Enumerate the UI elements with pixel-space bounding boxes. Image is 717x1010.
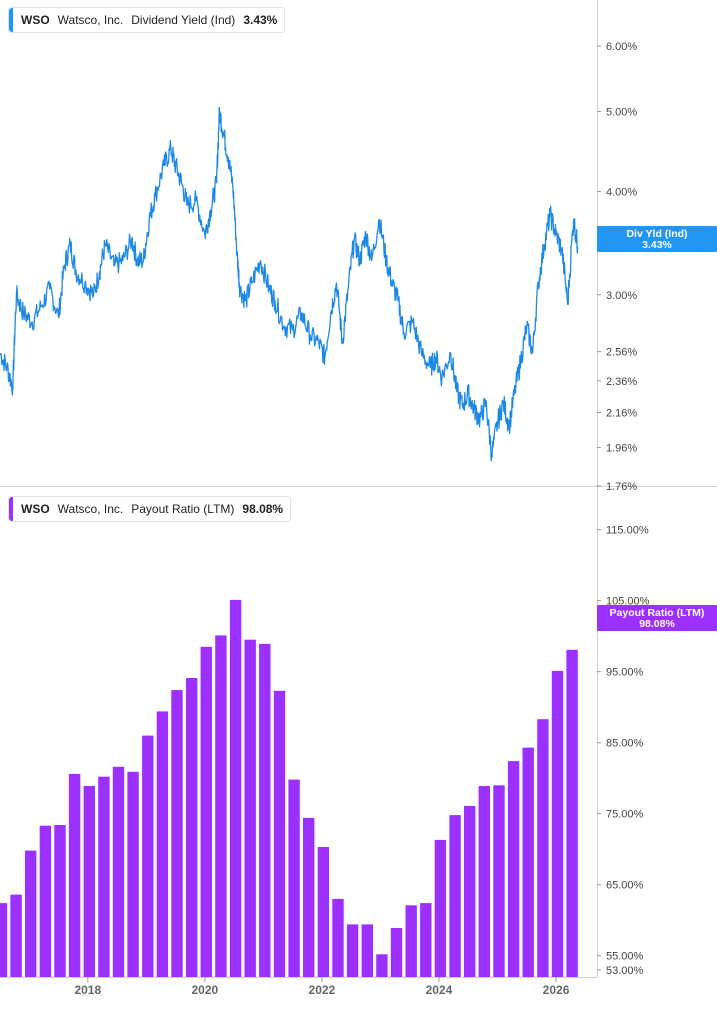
yield-legend-ticker: WSO <box>21 13 50 27</box>
yield-y-tick-label: 6.00% <box>606 41 637 53</box>
payout-value-tag-bg <box>597 605 717 631</box>
payout-bar <box>537 719 549 977</box>
payout-bar <box>361 924 373 977</box>
payout-bar <box>156 711 169 977</box>
payout-bar <box>434 839 447 977</box>
yield-tag-value: 3.43% <box>642 239 672 251</box>
yield-y-tick-label: 1.96% <box>606 442 637 454</box>
payout-bar <box>25 850 37 977</box>
payout-legend-value: 98.08% <box>242 502 284 516</box>
x-tick-label: 2018 <box>74 983 101 997</box>
payout-bar <box>186 678 198 977</box>
payout-bar <box>566 649 578 977</box>
dividend-yield-line <box>0 106 579 462</box>
payout-bar <box>420 903 432 977</box>
yield-y-tick-label: 2.16% <box>606 408 637 420</box>
payout-y-tick-label: 53.00% <box>606 965 644 977</box>
payout-bar <box>127 771 139 977</box>
payout-y-tick-label: 105.00% <box>606 596 650 608</box>
payout-tag-label: Payout Ratio (LTM) <box>610 607 705 619</box>
payout-y-tick-label: 65.00% <box>606 880 644 892</box>
payout-legend: WSO Watsco, Inc. Payout Ratio (LTM) 98.0… <box>8 496 292 522</box>
payout-bar <box>303 817 315 977</box>
payout-bar <box>390 928 403 977</box>
payout-bar <box>288 779 300 977</box>
payout-bar <box>449 815 461 977</box>
yield-y-tick-label: 1.76% <box>606 481 637 493</box>
payout-bar <box>405 905 417 977</box>
x-tick-label: 2026 <box>543 983 570 997</box>
yield-legend: WSO Watsco, Inc. Dividend Yield (Ind) 3.… <box>8 7 286 33</box>
payout-bar <box>478 786 490 977</box>
payout-bar <box>522 747 534 977</box>
yield-y-tick-label: 4.00% <box>606 187 637 199</box>
payout-bar <box>200 646 212 977</box>
payout-y-tick-label: 55.00% <box>606 951 644 963</box>
payout-bar <box>215 635 227 977</box>
yield-y-tick-label: 2.56% <box>606 347 637 359</box>
payout-legend-metric: Payout Ratio (LTM) <box>131 502 235 516</box>
yield-legend-company: Watsco, Inc. <box>57 13 124 27</box>
payout-bar <box>229 599 242 977</box>
payout-bar <box>317 847 330 977</box>
yield-value-tag-bg <box>597 226 717 252</box>
payout-y-tick-label: 85.00% <box>606 738 644 750</box>
payout-bar <box>171 690 183 977</box>
yield-line-layer <box>0 106 579 462</box>
payout-bar <box>54 825 66 977</box>
yield-tag-label: Div Yld (Ind) <box>626 228 687 240</box>
payout-bar <box>68 773 81 977</box>
payout-bar <box>83 786 95 977</box>
payout-bar <box>98 776 110 977</box>
payout-bar <box>551 670 564 977</box>
value-tag-layer: Div Yld (Ind) 3.43% Payout Ratio (LTM) 9… <box>597 226 717 631</box>
payout-bar <box>0 903 8 977</box>
payout-bar <box>259 643 271 977</box>
yield-legend-swatch <box>9 8 13 32</box>
yield-legend-metric: Dividend Yield (Ind) <box>131 13 236 27</box>
payout-bar <box>10 894 22 977</box>
x-tick-label: 2020 <box>192 983 219 997</box>
payout-bar <box>39 825 52 977</box>
payout-bar <box>244 639 256 977</box>
yield-y-tick-label: 3.00% <box>606 290 637 302</box>
payout-y-tick-label: 75.00% <box>606 809 644 821</box>
payout-y-tick-label: 95.00% <box>606 667 644 679</box>
payout-legend-swatch <box>9 497 13 521</box>
payout-legend-company: Watsco, Inc. <box>57 502 124 516</box>
payout-y-tick-label: 115.00% <box>606 525 649 537</box>
payout-legend-ticker: WSO <box>21 502 50 516</box>
payout-bar <box>273 690 286 977</box>
payout-bar-layer <box>0 599 578 977</box>
payout-bar <box>332 898 344 977</box>
payout-bar <box>112 766 125 977</box>
payout-bar <box>464 805 476 977</box>
yield-y-tick-label: 5.00% <box>606 107 637 119</box>
payout-bar <box>376 954 388 977</box>
yield-legend-value: 3.43% <box>243 13 278 27</box>
payout-tag-value: 98.08% <box>639 618 675 630</box>
payout-bar <box>493 785 505 977</box>
payout-bar <box>346 924 359 977</box>
x-tick-label: 2024 <box>426 983 453 997</box>
payout-bar <box>507 761 520 977</box>
payout-bar <box>142 735 154 977</box>
yield-y-tick-label: 2.36% <box>606 376 637 388</box>
x-tick-label: 2022 <box>309 983 336 997</box>
